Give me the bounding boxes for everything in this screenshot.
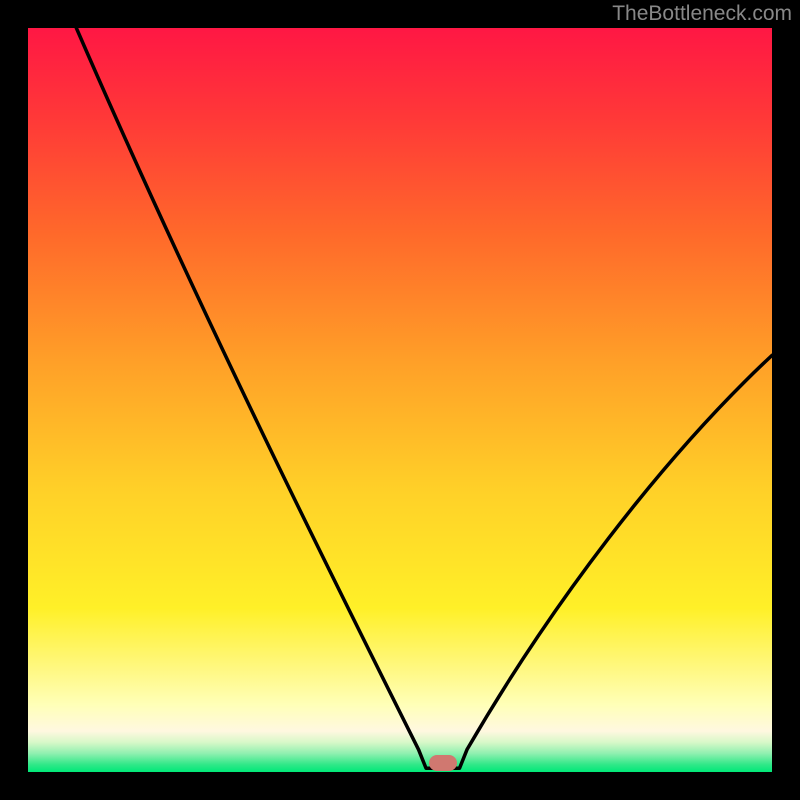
valley-marker bbox=[429, 755, 457, 771]
watermark-text: TheBottleneck.com bbox=[612, 2, 792, 26]
chart-container: TheBottleneck.com bbox=[0, 0, 800, 800]
plot-area bbox=[28, 28, 772, 772]
bottleneck-curve bbox=[28, 28, 772, 772]
